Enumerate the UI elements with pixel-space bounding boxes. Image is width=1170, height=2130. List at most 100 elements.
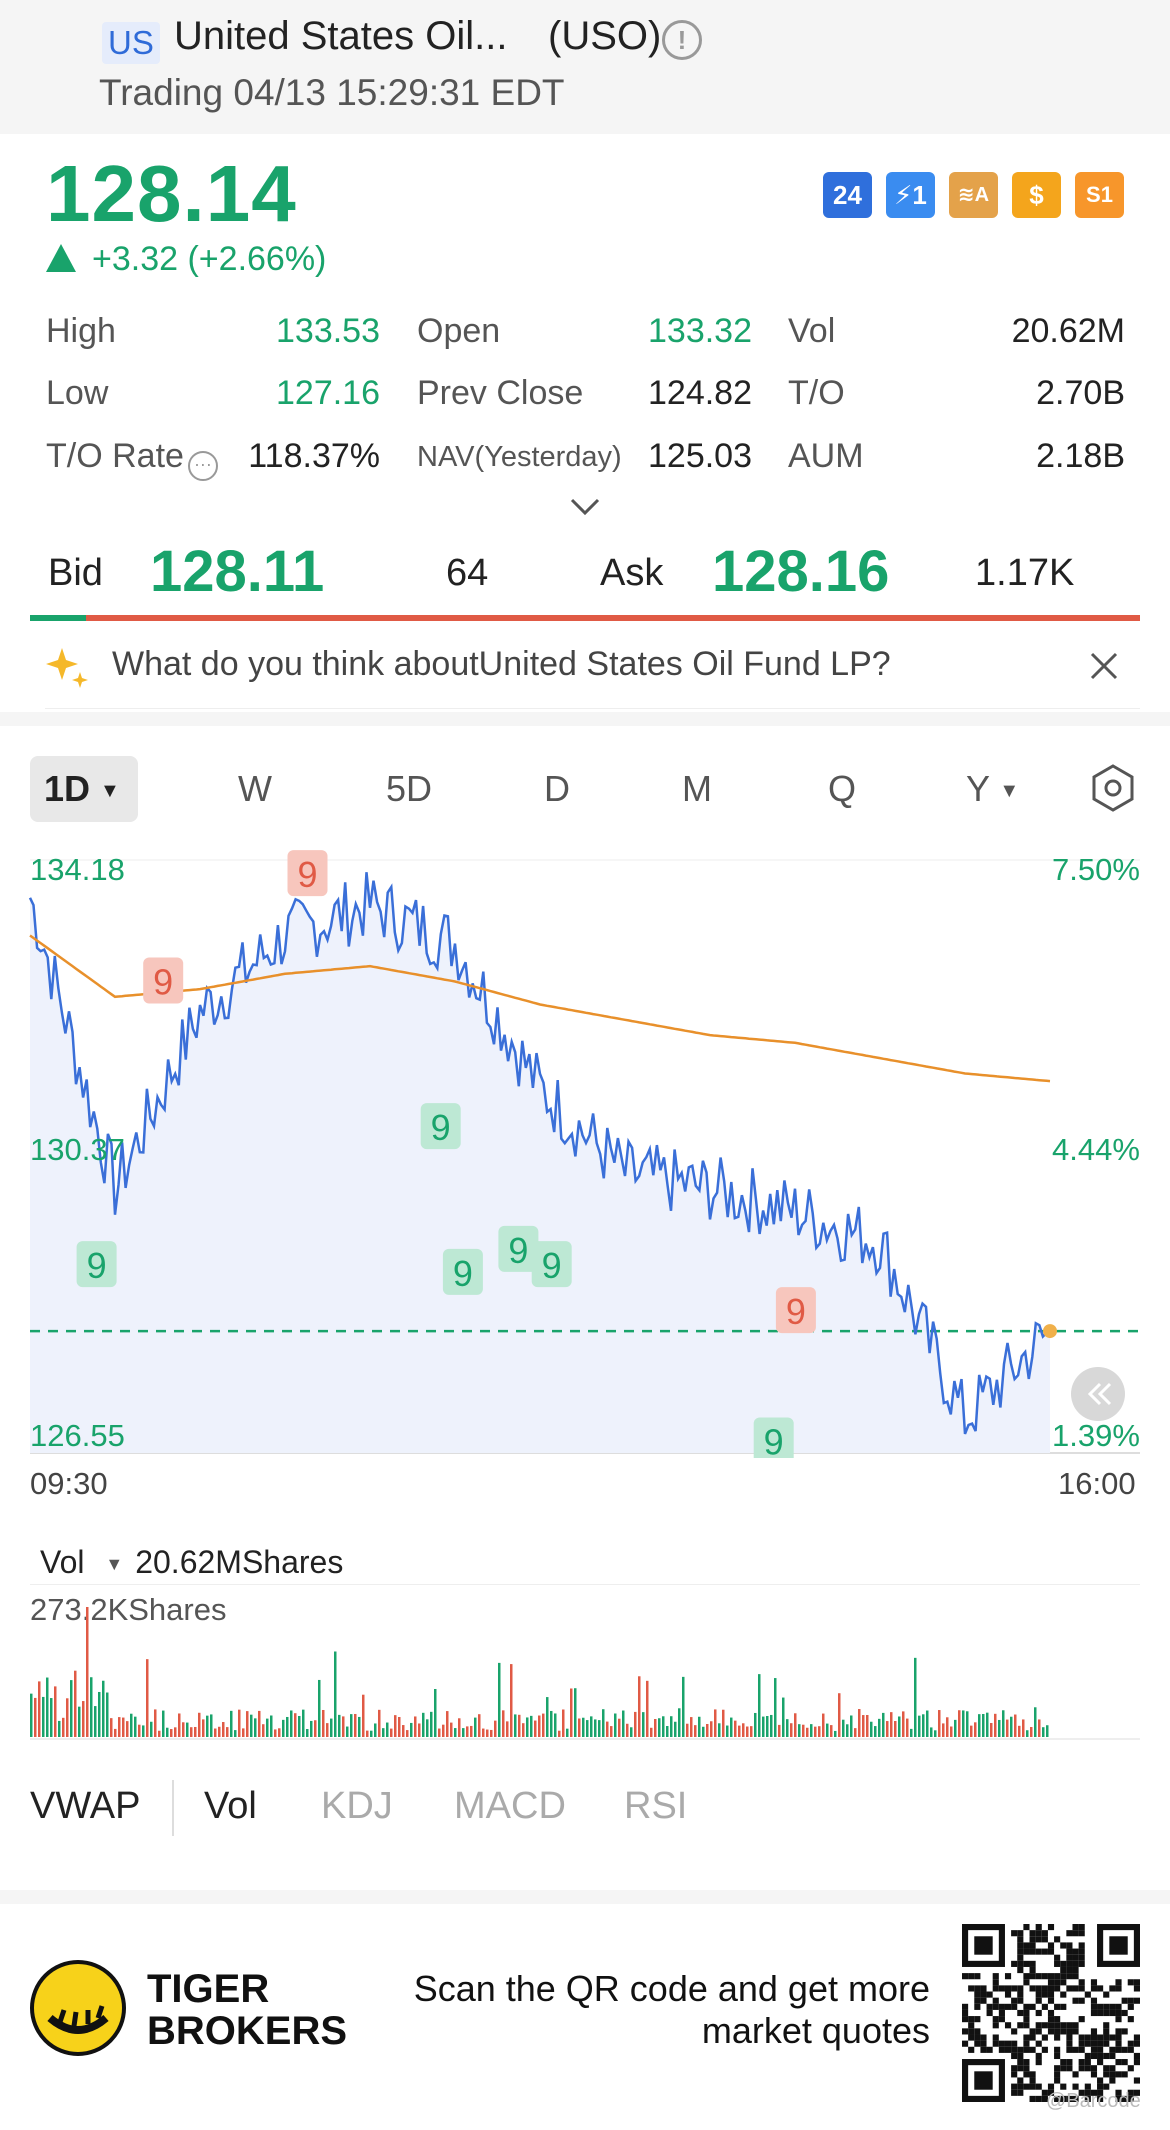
low-value: 127.16 (276, 374, 380, 412)
qr-module (1127, 2089, 1134, 2096)
qr-module (1072, 1948, 1079, 1955)
volume-bar (534, 1720, 537, 1737)
qr-module (1054, 2046, 1061, 2053)
qr-module (1017, 1948, 1024, 1955)
opinion-prompt[interactable]: What do you think aboutUnited States Oil… (112, 645, 891, 683)
qr-module (1017, 1966, 1024, 1974)
qr-module (1054, 2022, 1061, 2029)
qr-module (968, 1973, 975, 1980)
volume-bar (738, 1725, 741, 1737)
indicator-vwap[interactable]: VWAP (30, 1785, 141, 1827)
qr-module (1041, 2046, 1048, 2053)
volume-bar (458, 1718, 461, 1737)
qr-module (1066, 2095, 1073, 2102)
volume-bar (574, 1688, 577, 1737)
volume-bar (158, 1730, 161, 1737)
qr-module (1090, 2040, 1098, 2047)
tab-1d[interactable]: 1D ▼ (30, 756, 138, 822)
volume-header[interactable]: Vol ▼ 20.62MShares (40, 1544, 344, 1580)
tab-w[interactable]: W (238, 768, 272, 809)
qr-module (1023, 2046, 1030, 2053)
volume-bar (1030, 1727, 1033, 1737)
qr-module (1109, 2077, 1116, 2084)
qr-module (992, 1985, 999, 1992)
volume-bar (394, 1715, 397, 1737)
tab-d[interactable]: D (544, 768, 570, 809)
qr-module (1011, 1985, 1018, 1992)
s1-icon[interactable]: S1 (1075, 172, 1124, 218)
chevron-down-icon[interactable] (568, 490, 602, 524)
volume-bar (950, 1726, 953, 1737)
qr-module (968, 2022, 975, 2029)
layers-icon[interactable]: ≋A (949, 172, 998, 218)
volume-bar (286, 1716, 289, 1737)
volume-bar (506, 1721, 509, 1737)
qr-module (1097, 2046, 1104, 2053)
volume-bar (906, 1718, 909, 1737)
volume-bar (538, 1715, 541, 1737)
volume-bar (210, 1714, 213, 1737)
qr-code[interactable] (962, 1924, 1140, 2102)
qr-module (1072, 1924, 1079, 1931)
tab-5d[interactable]: 5D (386, 768, 433, 809)
qr-module (1066, 1930, 1073, 1937)
qr-module (1127, 2046, 1134, 2053)
volume-bar (190, 1727, 193, 1737)
volume-bar (314, 1720, 317, 1737)
tab-m[interactable]: M (682, 768, 712, 809)
volume-bar (242, 1728, 245, 1737)
qr-module (1029, 1985, 1036, 1992)
qr-module (1041, 2095, 1048, 2102)
qr-module (1041, 1936, 1048, 1943)
volume-bar (246, 1711, 249, 1737)
qr-module (1060, 2095, 1067, 2102)
td-marker: 9 (775, 1287, 816, 1334)
qr-module (1115, 2034, 1122, 2041)
svg-text:9: 9 (153, 961, 173, 1002)
qr-module (1103, 2028, 1110, 2035)
volume-bar (806, 1727, 809, 1737)
tab-q[interactable]: Q (828, 768, 857, 809)
volume-bar (722, 1709, 725, 1737)
lightning-icon[interactable]: ⚡1 (886, 172, 935, 218)
volume-bar (502, 1710, 505, 1737)
volume-bar (206, 1715, 209, 1737)
volume-bar (702, 1726, 705, 1737)
volume-bar (130, 1713, 133, 1737)
volume-bar (294, 1713, 297, 1737)
collapse-icon[interactable] (1070, 1366, 1126, 1422)
chart-settings-icon[interactable] (1088, 763, 1138, 813)
volume-bar (962, 1710, 965, 1737)
volume-bar (418, 1723, 421, 1737)
indicator-vol[interactable]: Vol (204, 1785, 257, 1827)
indicator-kdj[interactable]: KDJ (321, 1785, 393, 1827)
qr-module (992, 2034, 999, 2041)
dollar-icon[interactable]: $ (1012, 172, 1061, 218)
indicator-macd[interactable]: MACD (454, 1785, 566, 1827)
qr-module (1011, 1930, 1018, 1937)
volume-bar (586, 1720, 589, 1737)
qr-module (986, 2009, 993, 2017)
volume-bar (582, 1717, 585, 1737)
volume-bar (178, 1713, 181, 1737)
close-icon[interactable] (1088, 650, 1120, 682)
24h-trading-icon[interactable]: 24 (823, 172, 872, 218)
volume-bar (470, 1725, 473, 1737)
volume-bar (118, 1717, 121, 1737)
qr-module (1115, 2046, 1122, 2053)
qr-module (1054, 2028, 1061, 2035)
info-icon[interactable]: ! (662, 20, 702, 60)
qr-module (1023, 2016, 1030, 2023)
qr-module (1084, 2059, 1091, 2066)
indicator-rsi[interactable]: RSI (624, 1785, 688, 1827)
qr-module (1097, 2034, 1104, 2041)
qr-module (1133, 2059, 1140, 2066)
more-icon[interactable]: ··· (187, 451, 218, 481)
tab-y[interactable]: Y ▼ (966, 768, 1020, 809)
qr-module (1035, 1930, 1042, 1937)
volume-bar (698, 1716, 701, 1737)
volume-bar (854, 1728, 857, 1737)
qr-module (1078, 2040, 1085, 2047)
volume-bar (54, 1686, 57, 1737)
